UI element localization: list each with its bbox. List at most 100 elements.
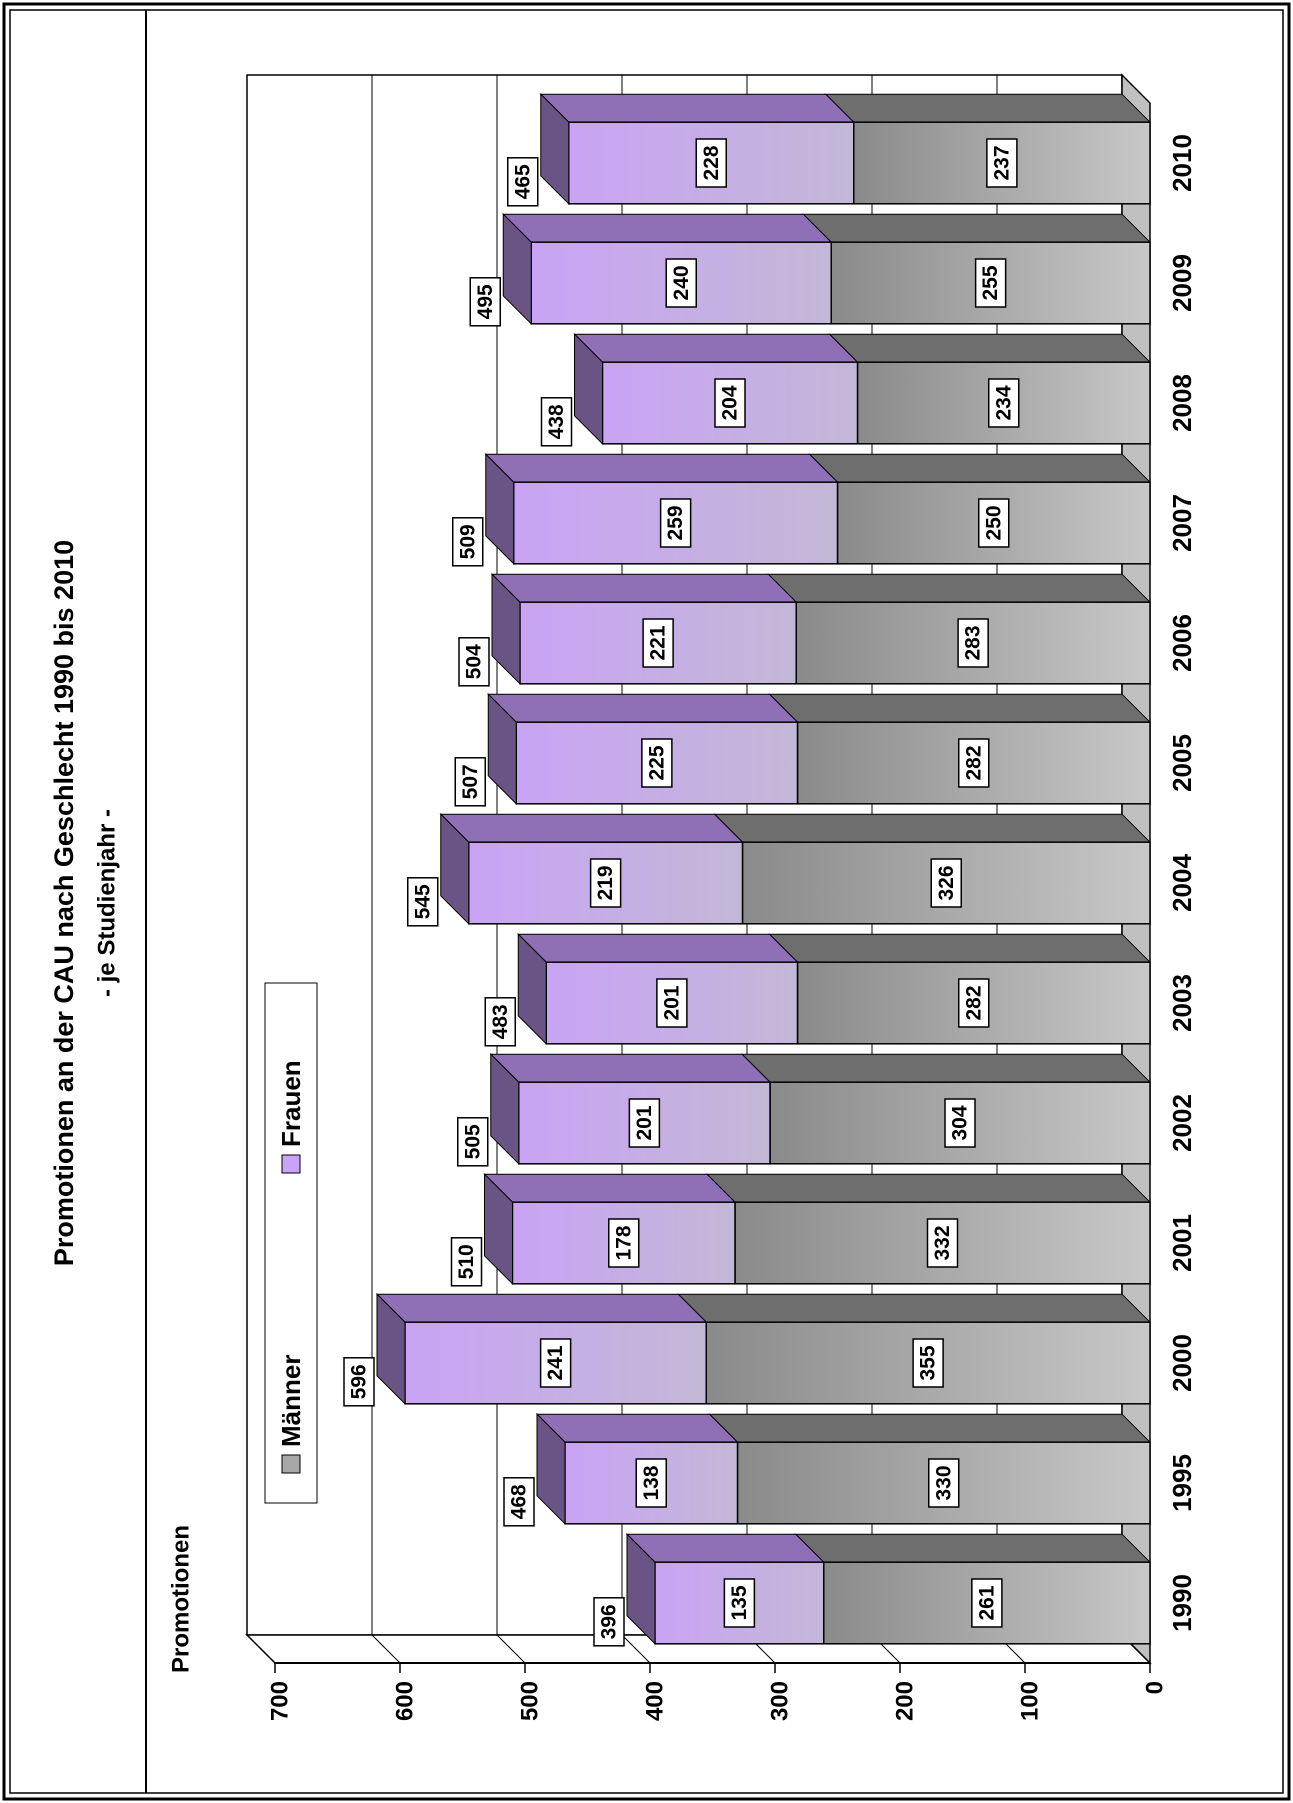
bar-side [625, 1533, 825, 1563]
y-tick-label: 100 [1016, 1681, 1043, 1721]
total-label-box [450, 1237, 483, 1287]
value-label-box [714, 378, 746, 428]
y-axis-label: Promotionen [167, 1525, 194, 1673]
bar-side [808, 453, 1152, 483]
bar-side [824, 93, 1152, 123]
value-label-box [656, 978, 688, 1028]
value-label-box [974, 258, 1007, 308]
grid-line-side [621, 1634, 651, 1664]
chart-subtitle: - je Studienjahr - [93, 809, 120, 997]
bar-side [483, 1173, 737, 1203]
bar-top [376, 1292, 406, 1406]
value-label-box [608, 1218, 640, 1268]
value-label: 221 [647, 625, 670, 660]
value-label: 282 [962, 985, 985, 1020]
value-label-box [958, 738, 990, 788]
y-tick-label: 700 [266, 1681, 293, 1721]
value-label: 138 [640, 1465, 663, 1500]
total-label: 465 [511, 164, 534, 199]
value-label: 261 [975, 1585, 998, 1620]
grid-line-side [371, 1634, 401, 1664]
value-label-box [589, 858, 622, 908]
y-tick-label: 0 [1141, 1681, 1168, 1694]
legend-label: Männer [276, 1355, 306, 1447]
total-label: 468 [508, 1484, 531, 1519]
x-tick-label: 2003 [1167, 974, 1197, 1032]
value-label-box [957, 618, 989, 668]
bar-side [539, 93, 855, 123]
bar-top [487, 692, 517, 806]
total-label: 495 [474, 284, 497, 319]
bar-side [490, 573, 798, 603]
grid-line-side [246, 1634, 276, 1664]
value-label: 250 [982, 505, 1005, 540]
y-tick-label: 500 [516, 1681, 543, 1721]
x-tick-label: 2010 [1167, 134, 1197, 192]
legend-swatch [281, 1454, 301, 1474]
value-label: 237 [990, 145, 1013, 180]
x-tick-label: 2008 [1167, 374, 1197, 432]
total-label-box [507, 157, 539, 207]
value-label-box [635, 1458, 667, 1508]
bar-side [517, 933, 799, 963]
value-label-box [912, 1338, 944, 1388]
value-label-box [930, 858, 962, 908]
bar-top [484, 1172, 513, 1286]
bar-top [485, 452, 515, 566]
bar-side [794, 1533, 1152, 1563]
total-label-box [343, 1357, 375, 1407]
value-label: 228 [700, 145, 723, 180]
bar-side [768, 933, 1152, 963]
value-label-box [695, 138, 727, 188]
x-tick-label: 2000 [1167, 1334, 1197, 1392]
total-label-box [593, 1597, 625, 1647]
legend-label: Frauen [276, 1060, 306, 1147]
frame-inner [9, 9, 1284, 1794]
bar-top [517, 932, 547, 1046]
total-label-box [469, 277, 501, 327]
y-tick-label: 300 [766, 1681, 793, 1721]
total-label: 507 [459, 764, 482, 799]
value-label: 283 [962, 625, 985, 660]
value-label: 241 [544, 1345, 567, 1380]
bar-side [375, 1293, 708, 1323]
value-label-box [944, 1098, 976, 1148]
total-label-box [458, 637, 490, 687]
total-label-box [540, 397, 573, 447]
x-tick-label: 1995 [1167, 1454, 1197, 1512]
value-label: 355 [917, 1345, 940, 1380]
bar-top [491, 572, 521, 686]
value-label: 201 [660, 985, 683, 1020]
x-tick-label: 2004 [1167, 854, 1197, 912]
total-label: 504 [463, 644, 486, 679]
value-label: 219 [594, 865, 617, 900]
value-label-box [723, 1578, 756, 1628]
total-label: 438 [545, 404, 568, 439]
legend-box [264, 982, 318, 1504]
y-tick-label: 400 [641, 1681, 668, 1721]
value-label-box [539, 1338, 572, 1388]
value-label: 282 [962, 745, 985, 780]
total-label: 505 [461, 1124, 484, 1159]
bar-side [740, 1053, 1152, 1083]
x-tick-label: 2006 [1167, 614, 1197, 672]
legend-swatch [281, 1154, 301, 1174]
value-label-box [986, 138, 1018, 188]
total-label-box [503, 1477, 535, 1527]
bar-side [802, 213, 1152, 243]
value-label-box [628, 1098, 661, 1148]
bar-top [502, 212, 532, 326]
y-tick-label: 600 [391, 1681, 418, 1721]
value-label: 330 [932, 1465, 955, 1500]
bar-side [573, 333, 859, 363]
value-label-box [659, 498, 692, 548]
total-label-box [457, 1117, 489, 1167]
value-label: 332 [931, 1225, 954, 1260]
bar-side [708, 1413, 1152, 1443]
value-label-box [978, 498, 1010, 548]
value-label-box [928, 1458, 960, 1508]
grid-line-side [496, 1634, 526, 1664]
total-label: 509 [456, 524, 479, 559]
